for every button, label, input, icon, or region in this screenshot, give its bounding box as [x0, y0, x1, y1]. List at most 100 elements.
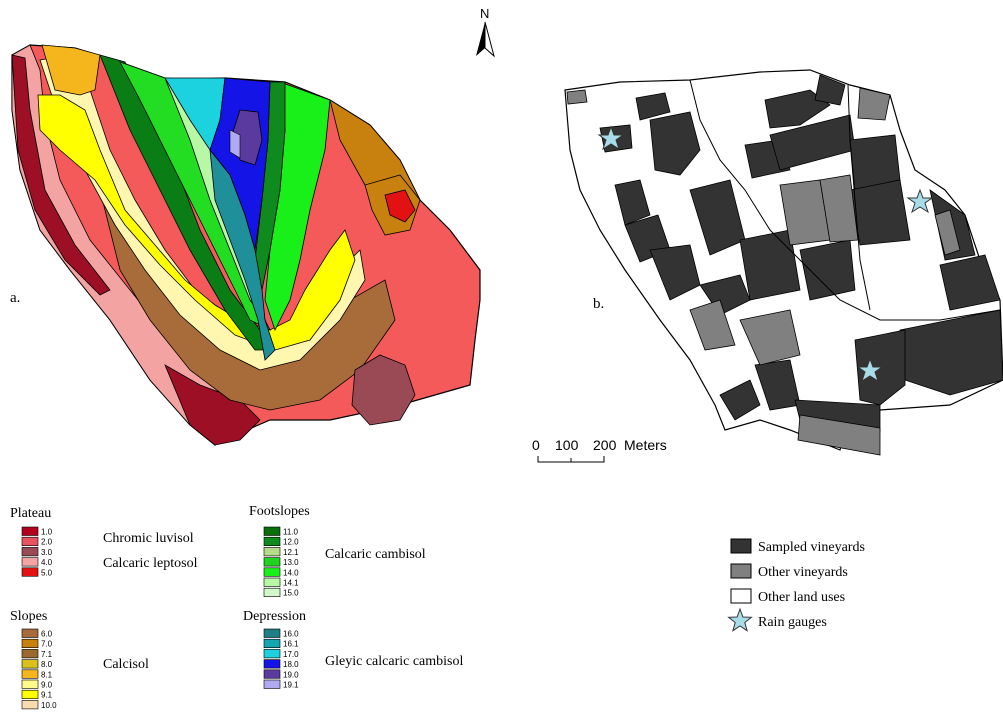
north-arrow-icon: N: [476, 6, 495, 58]
legend-swatch: [21, 649, 39, 659]
legend-swatches-depression: 16.016.117.018.019.0 19.1: [263, 628, 299, 690]
legend-swatch: [21, 679, 39, 689]
legend-swatch: [21, 628, 39, 638]
legend-code: 19.0: [283, 670, 299, 679]
legend-code: 2.0: [41, 538, 53, 547]
legend-swatches-slopes: 6.07.07.18.08.1 9.09.110.0: [21, 628, 57, 710]
legend-code: 9.0: [41, 681, 53, 690]
scale-tick-100: 100: [555, 437, 579, 453]
soil-map: [11, 44, 481, 446]
legend-code: 14.1: [283, 579, 299, 588]
legend-code: 13.0: [283, 558, 299, 567]
rain-gauge-markers: [597, 125, 934, 383]
legend-swatch: [263, 638, 281, 649]
soil-zone-8: [41, 44, 101, 96]
legend-code: 3.0: [41, 548, 53, 557]
star-icon: [597, 125, 625, 151]
legend-swatch: [263, 557, 281, 567]
legend-swatch: [21, 700, 39, 710]
parcel-other-vineyard: [566, 89, 588, 105]
legend-group-title: Slopes: [10, 609, 47, 624]
legend-label: Rain gauges: [758, 615, 827, 630]
road: [847, 84, 871, 311]
parcel-other-vineyard: [739, 309, 801, 366]
legend-code: 15.0: [283, 589, 299, 598]
legend-code: 16.1: [283, 640, 299, 649]
legend-label: Other vineyards: [758, 565, 848, 580]
star-icon: [906, 188, 934, 214]
soil-zone-9: [37, 94, 356, 351]
legend-code: 12.1: [283, 548, 299, 557]
legend-label: Other land uses: [758, 590, 845, 605]
road: [689, 79, 1001, 321]
soil-name: Chromic luvisol: [103, 531, 194, 546]
legend-group-title: Plateau: [10, 506, 51, 521]
legend-swatch: [263, 649, 281, 659]
soil-name: Calcaric leptosol: [103, 556, 198, 571]
legend-swatch: [21, 547, 39, 557]
parcel-sampled: [649, 111, 701, 176]
landuse-map: [564, 69, 1003, 456]
scale-tick-0: 0: [532, 437, 540, 453]
north-label: N: [480, 6, 489, 21]
legend-swatch: [730, 588, 752, 604]
legend-swatch: [263, 577, 281, 587]
legend-swatch: [730, 563, 752, 579]
legend-swatch: [263, 587, 281, 598]
legend-label: Sampled vineyards: [758, 540, 865, 555]
legend-code: 17.0: [283, 650, 299, 659]
legend-code: 18.0: [283, 660, 299, 669]
soil-name: Calcisol: [103, 657, 149, 672]
parcel-sampled: [814, 74, 846, 106]
legend-swatch: [21, 567, 39, 577]
legend-swatches-plateau: 1.02.03.04.05.0: [21, 526, 53, 577]
parcel-sampled: [849, 179, 911, 246]
legend-code: 7.0: [41, 640, 53, 649]
legend-code: 8.0: [41, 660, 53, 669]
scale-tick-200: 200: [593, 437, 617, 453]
legend-code: 12.0: [283, 538, 299, 547]
parcel-other-vineyard: [797, 414, 881, 456]
legend-code: 10.0: [41, 701, 57, 710]
legend-group-title: Footslopes: [249, 504, 310, 519]
legend-group-title: Depression: [243, 609, 306, 624]
parcel-sampled: [719, 379, 761, 421]
map-a-panel-label: a.: [10, 290, 20, 306]
legend-swatch: [263, 547, 281, 557]
parcel-sampled: [939, 254, 1001, 311]
legend-swatch: [263, 679, 281, 689]
scale-unit: Meters: [624, 437, 667, 453]
parcel-other-vineyard: [689, 299, 736, 351]
legend-swatch: [21, 557, 39, 567]
legend-swatch: [21, 659, 39, 669]
legend-swatch: [21, 638, 39, 649]
legend-code: 4.0: [41, 558, 53, 567]
legend-swatches-footslopes: 11.012.012.113.014.0 14.115.0: [263, 526, 299, 598]
map-b-panel-label: b.: [593, 296, 604, 312]
parcel-other-vineyard: [934, 209, 961, 256]
star-icon: [856, 357, 884, 383]
legend-code: 7.1: [41, 650, 53, 659]
legend-swatch: [263, 536, 281, 547]
soil-name: Gleyic calcaric cambisol: [325, 654, 463, 669]
soil-zone-3: [351, 354, 416, 426]
parcel-sampled: [614, 179, 651, 226]
scale-bar: 0 100 200 Meters: [532, 437, 667, 463]
legend-swatch: [263, 526, 281, 536]
legend-code: 1.0: [41, 528, 53, 537]
soil-legend: Plateau 1.02.03.04.05.0 Chromic luvisol …: [10, 504, 463, 710]
legend-swatch: [263, 628, 281, 638]
parcel-sampled: [764, 89, 831, 129]
legend-code: 6.0: [41, 630, 53, 639]
legend-swatch: [263, 659, 281, 669]
parcel-sampled: [799, 239, 856, 301]
legend-code: 5.0: [41, 568, 53, 577]
legend-swatch: [21, 526, 39, 536]
soil-zone-16: [209, 148, 276, 361]
soil-zone-2: [384, 189, 416, 223]
soil-zone-1b: [164, 364, 261, 446]
legend-code: 16.0: [283, 630, 299, 639]
soil-zone-19b: [229, 129, 241, 159]
legend-swatch: [21, 536, 39, 547]
